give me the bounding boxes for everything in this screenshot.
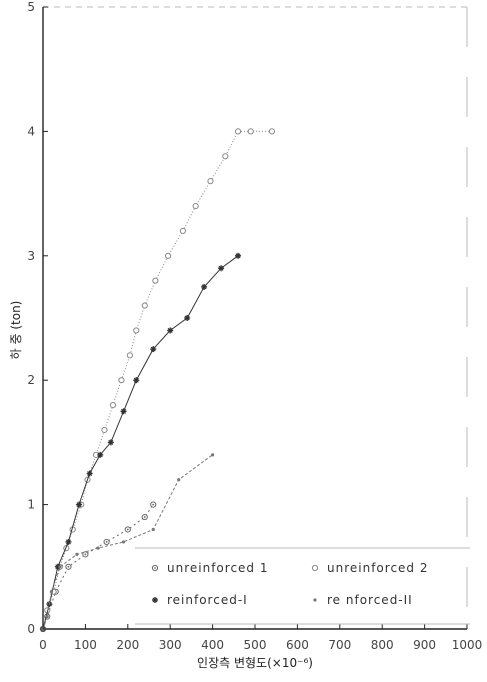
series-line [42, 255, 239, 630]
data-point [45, 614, 49, 619]
data-point [109, 401, 117, 409]
series-line [42, 454, 213, 630]
data-point [133, 327, 140, 334]
data-point [49, 590, 54, 594]
data-point [120, 408, 127, 415]
data-point [222, 153, 229, 160]
legend-label: re nforced-II [327, 593, 413, 607]
x-tick-label: 200 [116, 638, 139, 652]
data-point [107, 439, 114, 446]
data-point [218, 265, 225, 272]
legend-label: reinforced-I [167, 593, 248, 607]
data-point [211, 453, 215, 457]
x-tick-label: 1000 [452, 638, 483, 652]
data-point [201, 283, 208, 290]
data-point [150, 501, 157, 508]
data-point [192, 202, 199, 210]
series-line [42, 504, 154, 630]
data-point [179, 227, 187, 235]
data-point [97, 451, 104, 458]
ticks-layer: 0 100 200 300 400 500 600 700 800 900 1000 0 1 2 3 4 5 [27, 0, 482, 652]
data-point [118, 377, 125, 384]
x-tick-label: 800 [371, 638, 394, 652]
data-point [141, 513, 148, 521]
x-tick-label: 900 [413, 638, 436, 652]
x-tick-label: 700 [328, 638, 351, 652]
data-point [126, 352, 134, 359]
data-point [76, 501, 83, 508]
data-point [247, 128, 254, 135]
data-point [141, 302, 148, 309]
x-tick-label: 600 [286, 638, 309, 652]
data-point [133, 377, 140, 384]
data-point [268, 128, 276, 135]
x-tick-label: 500 [244, 638, 267, 652]
data-point [184, 315, 191, 321]
x-axis-title: 인장측 변형도(×10⁻⁶) [197, 656, 313, 670]
data-point [58, 565, 62, 569]
data-point [164, 252, 172, 259]
legend-item: reinforced-I [152, 593, 248, 607]
data-point [235, 252, 242, 259]
y-tick-label: 2 [27, 373, 35, 387]
legend: unreinforced 1 unreinforced 2 reinforced-I… [135, 547, 470, 625]
data-point [151, 564, 159, 572]
data-point [177, 478, 181, 482]
data-point [207, 178, 214, 185]
data-point [152, 277, 159, 284]
data-point [82, 551, 89, 558]
series-3 [40, 252, 242, 632]
legend-item: unreinforced 2 [311, 561, 429, 575]
data-point [234, 128, 242, 135]
data-point [101, 426, 108, 434]
data-point [121, 540, 126, 544]
y-tick-label: 3 [27, 249, 35, 263]
y-tick-label: 1 [27, 498, 35, 512]
y-axis-title: 하 중 (ton) [9, 301, 23, 360]
data-point [75, 552, 79, 556]
data-point [124, 526, 131, 533]
series-4 [41, 453, 215, 631]
data-point [151, 527, 155, 532]
data-point [86, 470, 93, 477]
series-layer [39, 128, 276, 633]
x-tick-label: 0 [39, 638, 47, 652]
y-tick-label: 5 [27, 0, 35, 14]
plot-frame [42, 6, 468, 630]
legend-label: unreinforced 1 [167, 561, 269, 575]
data-point [152, 597, 158, 603]
x-tick-label: 300 [159, 638, 182, 652]
data-point [65, 538, 72, 545]
data-point [311, 564, 319, 572]
data-point [65, 563, 72, 570]
series-2 [39, 128, 276, 633]
x-tick-label: 400 [201, 638, 224, 652]
legend-item: unreinforced 1 [151, 561, 269, 575]
data-point [96, 546, 100, 550]
data-point [167, 327, 174, 334]
x-tick-label: 100 [74, 638, 97, 652]
legend-item: re nforced-II [313, 593, 412, 607]
legend-label: unreinforced 2 [327, 561, 429, 575]
data-point [313, 598, 317, 602]
data-point [150, 346, 157, 353]
y-tick-label: 4 [27, 124, 35, 138]
y-tick-label: 0 [27, 622, 35, 636]
data-point [103, 538, 110, 546]
